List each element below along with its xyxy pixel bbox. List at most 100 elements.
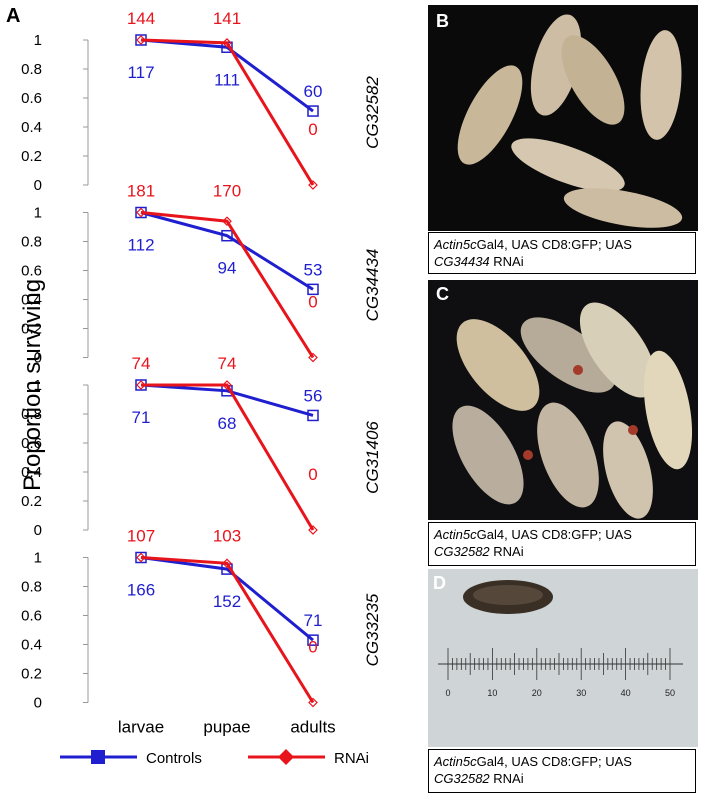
y-tick-label: 0.4 [21,637,42,654]
data-point-rnai [136,35,146,45]
data-label-rnai: 103 [213,527,241,546]
data-label-controls: 117 [127,63,154,82]
data-point-controls [307,283,319,296]
y-tick-label: 0.4 [21,119,42,136]
data-label-rnai: 74 [218,354,237,373]
data-point-rnai [222,38,232,48]
y-tick-label: 1 [34,377,42,394]
series-line-rnai [140,556,315,704]
y-tick-label: 1 [34,550,42,567]
data-point-rnai [136,380,146,390]
data-label-rnai: 107 [127,527,155,546]
ruler-label: 50 [665,688,675,698]
data-label-controls: 56 [304,386,323,405]
subplot-CG32582: 0 0.2 0.4 0.6 0.8 1 CG32582 117 111 60 144 141 0 [21,9,382,194]
panel-label-b: B [436,11,449,31]
photo-b: B [428,5,698,231]
y-tick-label: 0.6 [21,608,42,625]
ruler: 0 10 20 30 40 50 [445,648,675,698]
y-tick-label: 0.4 [21,464,42,481]
data-point-rnai [222,380,232,390]
y-tick-label: 0.6 [21,90,42,107]
data-label-controls: 71 [304,611,323,630]
data-label-controls: 94 [218,259,237,278]
subplot-CG31406: 0 0.2 0.4 0.6 0.8 1 CG31406 71 68 56 74 74 0 [21,354,382,539]
y-tick-label: 0 [34,177,42,194]
pupae-photo-c: C [428,280,698,520]
data-label-rnai: 181 [127,182,155,201]
data-label-controls: 53 [304,260,323,279]
ruler-label: 40 [621,688,631,698]
caption-b: Actin5cGal4, UAS CD8:GFP; UAS CG34434 RN… [428,232,696,274]
y-tick-label: 0.2 [21,321,42,338]
legend-controls-marker [91,750,105,764]
series-line-controls [140,211,314,291]
data-label-controls: 152 [213,592,241,611]
series-line-rnai [141,383,315,531]
data-point-controls [221,229,233,242]
y-tick-label: 1 [34,32,42,49]
y-tick-label: 0.2 [21,148,42,165]
subplot-CG33235: 0 0.2 0.4 0.6 0.8 1 CG33235 166 152 71 107 103 0 larv… [21,527,382,737]
photo-c: C [428,280,698,520]
legend: Controls RNAi [60,749,369,767]
data-label-rnai: 141 [213,9,241,28]
caption-d: Actin5cGal4, UAS CD8:GFP; UAS CG32582 RN… [428,749,696,793]
y-tick-label: 0.2 [21,493,42,510]
legend-rnai-marker [278,749,294,765]
y-tick-label: 0.8 [21,234,42,251]
data-label-controls: 68 [218,414,237,433]
series-line-rnai [140,38,315,186]
legend-rnai-label: RNAi [334,750,369,767]
y-tick-label: 0 [34,522,42,539]
data-label-controls: 166 [127,581,155,600]
y-tick-label: 0.2 [21,666,42,683]
pupa-with-ruler-photo-d: 0 10 20 30 40 50 D [428,569,698,747]
subplot-CG34434: 0 0.2 0.4 0.6 0.8 1 CG34434 112 94 53 181 170 0 [21,182,382,367]
data-point-controls [307,634,319,646]
y-tick-label: 1 [34,205,42,222]
y-tick-label: 0.6 [21,263,42,280]
data-label-controls: 112 [127,236,154,255]
y-tick-label: 0.8 [21,61,42,78]
y-tick-label: 0.8 [21,406,42,423]
panel-label-a: A [6,5,20,27]
x-tick-label: larvae [118,718,164,737]
data-point-rnai [136,552,146,563]
data-label-rnai: 0 [308,120,317,139]
y-tick-label: 0.4 [21,292,42,309]
data-label-rnai: 170 [213,182,241,201]
series-line-controls [140,383,314,417]
data-point-rnai [136,207,146,218]
panel-label-d: D [433,573,446,593]
x-tick-label: pupae [203,718,250,737]
data-label-controls: 71 [132,408,151,427]
photo-d: 0 10 20 30 40 50 D [428,569,698,747]
gene-label: CG33235 [363,593,382,666]
y-tick-label: 0.6 [21,435,42,452]
pupae-photo-b: B [428,5,698,231]
data-point-rnai [308,525,318,535]
y-tick-label: 0 [34,695,42,712]
gene-label: CG32582 [363,76,382,149]
data-label-rnai: 74 [132,354,151,373]
data-point-rnai [308,697,318,708]
x-tick-label: adults [290,718,335,737]
panel-label-c: C [436,284,449,304]
data-point-rnai [222,216,232,227]
data-point-rnai [222,558,232,569]
gene-label: CG34434 [363,249,382,322]
data-label-rnai: 0 [308,638,317,657]
data-point-controls [307,409,319,422]
caption-c: Actin5cGal4, UAS CD8:GFP; UAS CG32582 RN… [428,522,696,566]
data-point-rnai [308,352,318,363]
ruler-label: 0 [445,688,450,698]
gene-label: CG31406 [363,421,382,494]
ruler-label: 10 [487,688,497,698]
series-line-rnai [140,211,315,359]
data-label-rnai: 0 [308,293,317,312]
legend-controls-label: Controls [146,750,202,767]
y-axis-label: Proportion surviving [19,279,46,491]
